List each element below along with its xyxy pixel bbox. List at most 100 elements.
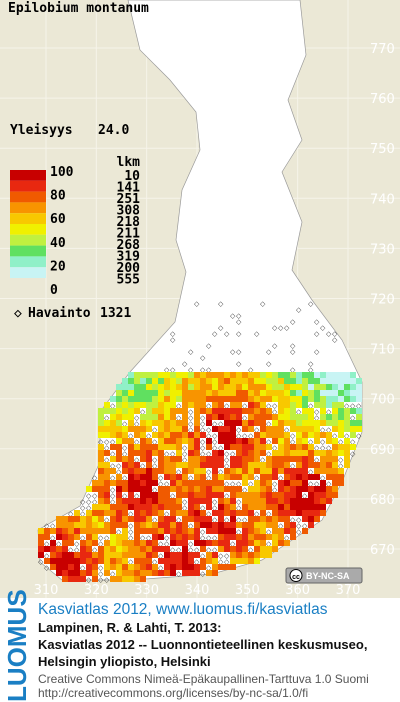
cell bbox=[146, 546, 152, 552]
observation-mark: ◇ bbox=[44, 540, 50, 548]
cell bbox=[104, 528, 110, 534]
cell bbox=[152, 444, 158, 450]
cell bbox=[314, 450, 320, 456]
cell bbox=[80, 570, 86, 576]
cell bbox=[74, 510, 80, 516]
cell bbox=[344, 444, 350, 450]
cell bbox=[326, 498, 332, 504]
cell bbox=[278, 516, 284, 522]
cell bbox=[158, 510, 164, 516]
cell bbox=[254, 372, 260, 378]
cell bbox=[308, 390, 314, 396]
cell bbox=[188, 432, 194, 438]
cell bbox=[308, 420, 314, 426]
cell bbox=[206, 480, 212, 486]
observation-mark: ◇ bbox=[266, 402, 272, 410]
cell bbox=[338, 378, 344, 384]
cell bbox=[284, 504, 290, 510]
cell bbox=[140, 570, 146, 576]
cell bbox=[338, 408, 344, 414]
cell bbox=[170, 390, 176, 396]
cell bbox=[236, 378, 242, 384]
cell bbox=[218, 372, 224, 378]
cell bbox=[206, 528, 212, 534]
observation-mark: ◇ bbox=[290, 318, 296, 326]
observation-mark: ◇ bbox=[236, 348, 242, 356]
cell bbox=[38, 552, 44, 558]
observation-mark: ◇ bbox=[122, 420, 128, 428]
observation-mark: ◇ bbox=[332, 330, 338, 338]
atlas-link[interactable]: Kasviatlas 2012, www.luomus.fi/kasviatla… bbox=[38, 601, 328, 618]
cell bbox=[116, 540, 122, 546]
cell bbox=[92, 576, 98, 582]
observation-mark: ◇ bbox=[314, 444, 320, 452]
cell bbox=[314, 474, 320, 480]
observation-mark: ◇ bbox=[140, 462, 146, 470]
cell bbox=[68, 564, 74, 570]
cell bbox=[116, 552, 122, 558]
cell bbox=[86, 564, 92, 570]
cell bbox=[74, 552, 80, 558]
cell bbox=[86, 528, 92, 534]
cell bbox=[248, 426, 254, 432]
legend-swatch bbox=[10, 267, 46, 278]
observation-mark: ◇ bbox=[314, 480, 320, 488]
cell bbox=[200, 546, 206, 552]
cell bbox=[230, 408, 236, 414]
cell bbox=[236, 390, 242, 396]
cell bbox=[218, 516, 224, 522]
observation-mark: ◇ bbox=[176, 468, 182, 476]
cell bbox=[206, 384, 212, 390]
cell bbox=[272, 396, 278, 402]
cell bbox=[134, 522, 140, 528]
cell bbox=[182, 426, 188, 432]
cell bbox=[344, 450, 350, 456]
cell bbox=[182, 468, 188, 474]
cell bbox=[248, 498, 254, 504]
cell bbox=[230, 402, 236, 408]
cell bbox=[338, 444, 344, 450]
cell bbox=[50, 558, 56, 564]
cell bbox=[218, 522, 224, 528]
cell bbox=[296, 372, 302, 378]
cell bbox=[152, 510, 158, 516]
cell bbox=[56, 534, 62, 540]
observation-mark: ◇ bbox=[176, 516, 182, 524]
cell bbox=[272, 456, 278, 462]
cell bbox=[224, 486, 230, 492]
cell bbox=[44, 534, 50, 540]
cell bbox=[170, 438, 176, 444]
cell bbox=[302, 378, 308, 384]
observation-mark: ◇ bbox=[284, 534, 290, 542]
cell bbox=[104, 480, 110, 486]
cell bbox=[332, 474, 338, 480]
license-url[interactable]: http://creativecommons.org/licenses/by-n… bbox=[38, 686, 308, 700]
observation-mark: ◇ bbox=[104, 444, 110, 452]
cell bbox=[332, 480, 338, 486]
cell bbox=[248, 450, 254, 456]
cell bbox=[116, 432, 122, 438]
cell bbox=[296, 450, 302, 456]
cell bbox=[134, 504, 140, 510]
cell bbox=[200, 378, 206, 384]
cell bbox=[224, 504, 230, 510]
cell bbox=[134, 372, 140, 378]
cell bbox=[176, 558, 182, 564]
cell bbox=[326, 384, 332, 390]
cell bbox=[152, 450, 158, 456]
cell bbox=[92, 564, 98, 570]
cell bbox=[350, 408, 356, 414]
cell bbox=[296, 396, 302, 402]
y-label: 680 bbox=[370, 493, 395, 508]
cell bbox=[224, 414, 230, 420]
cell bbox=[116, 396, 122, 402]
cell bbox=[170, 444, 176, 450]
cell bbox=[152, 468, 158, 474]
cell bbox=[332, 426, 338, 432]
cell bbox=[236, 474, 242, 480]
cell bbox=[110, 468, 116, 474]
cell bbox=[128, 498, 134, 504]
cell bbox=[338, 420, 344, 426]
cell bbox=[242, 420, 248, 426]
cell bbox=[308, 522, 314, 528]
